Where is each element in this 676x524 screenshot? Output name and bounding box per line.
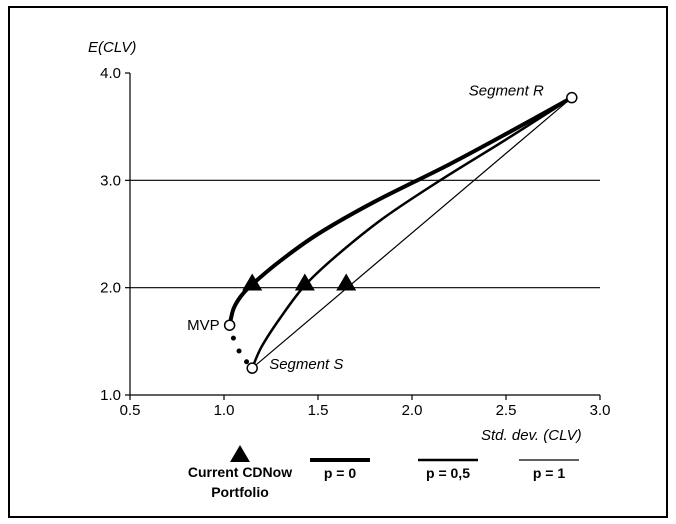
x-tick-label: 2.0: [402, 402, 423, 419]
legend-entry-label: p = 0,5: [426, 465, 470, 481]
y-axis-label: E(CLV): [88, 39, 136, 56]
y-tick-label: 2.0: [100, 280, 121, 297]
y-tick-label: 3.0: [100, 172, 121, 189]
legend-marker-label: Current CDNow: [188, 464, 292, 480]
current-portfolio-marker: [336, 273, 357, 291]
current-portfolio-marker: [242, 273, 263, 291]
endpoint-marker: [566, 91, 578, 104]
endpoint-label: Segment R: [469, 83, 544, 100]
x-tick-label: 1.0: [214, 402, 235, 419]
endpoint-label: MVP: [187, 317, 220, 334]
dotted-segment-dot: [244, 359, 250, 365]
series-line-p05: [251, 96, 573, 369]
current-portfolio-marker: [294, 273, 315, 291]
series-line-p1: [251, 97, 573, 369]
dotted-segment-dot: [236, 348, 242, 354]
x-tick-label: 0.5: [120, 402, 141, 419]
legend: Current CDNow Portfolio p = 0 p = 0,5 p = 1: [188, 445, 579, 500]
endpoint-marker: [246, 362, 258, 374]
legend-marker-triangle: [230, 445, 250, 462]
y-tick-label: 1.0: [100, 387, 121, 404]
series-line-p0: [227, 95, 573, 326]
legend-entry-label: p = 0: [324, 465, 357, 481]
dotted-segment-dot: [230, 335, 236, 341]
endpoint-label: Segment S: [269, 356, 343, 373]
legend-entry-label: p = 1: [533, 465, 566, 481]
legend-marker-label: Portfolio: [211, 484, 269, 500]
endpoint-marker: [223, 319, 236, 331]
x-tick-label: 2.5: [496, 402, 517, 419]
x-tick-label: 1.5: [308, 402, 329, 419]
x-axis-label: Std. dev. (CLV): [481, 427, 582, 444]
x-tick-label: 3.0: [590, 402, 611, 419]
figure-frame: [8, 6, 668, 518]
y-tick-label: 4.0: [100, 65, 121, 82]
